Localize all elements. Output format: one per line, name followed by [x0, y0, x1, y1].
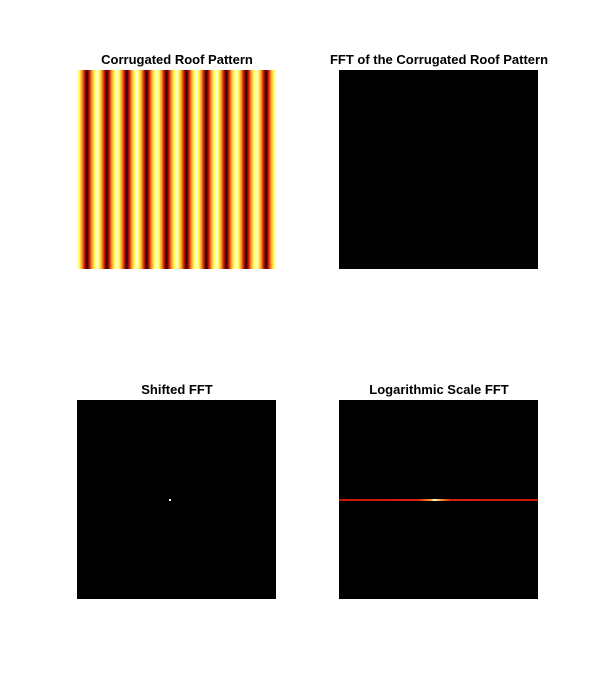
shifted-fft-image-axes	[77, 400, 276, 599]
log-fft-horizontal-line	[339, 499, 538, 501]
image-axes	[77, 70, 276, 269]
corrugated-stripes-image	[77, 70, 276, 269]
subplot-title: Corrugated Roof Pattern	[101, 52, 253, 67]
fft-image-axes	[339, 70, 538, 269]
log-fft-image-axes	[339, 400, 538, 599]
subplot-title: Logarithmic Scale FFT	[369, 382, 509, 397]
subplot-title: FFT of the Corrugated Roof Pattern	[329, 52, 549, 67]
fft-peak-dot	[169, 499, 171, 501]
subplot-title: Shifted FFT	[141, 382, 213, 397]
